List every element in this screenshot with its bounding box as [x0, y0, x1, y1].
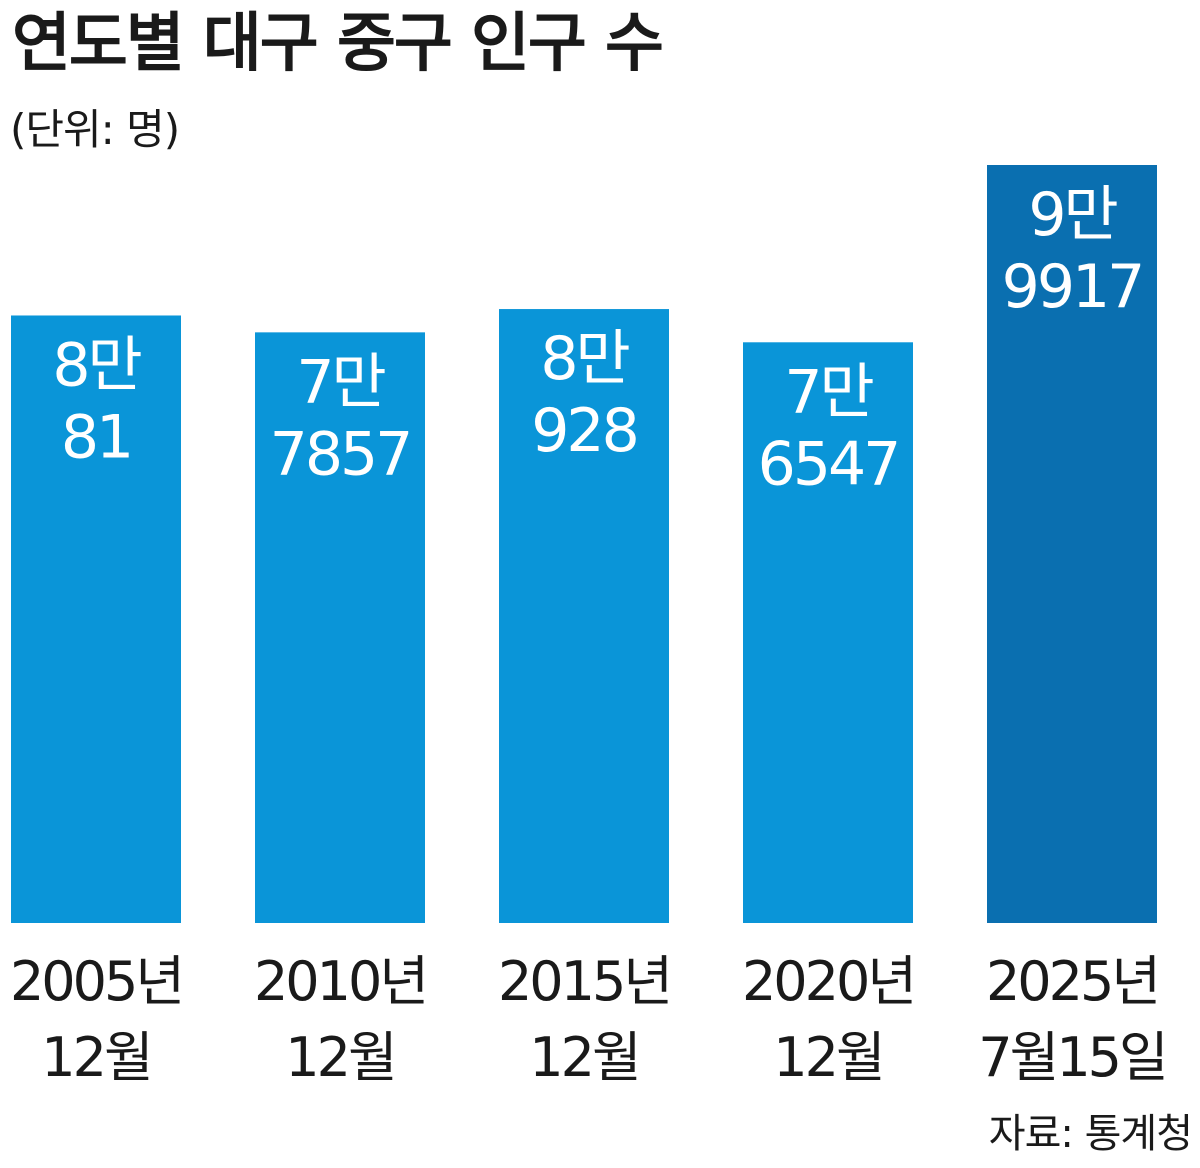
bar-4 — [987, 165, 1157, 923]
bar-3 — [743, 342, 913, 923]
chart-title: 연도별 대구 중구 인구 수 — [12, 7, 664, 81]
bar-2 — [499, 309, 669, 924]
category-label-1: 2010년 12월 — [254, 950, 426, 1089]
category-label-3: 2020년 12월 — [742, 950, 914, 1089]
source-note: 자료: 통계청 — [988, 1111, 1193, 1157]
category-label-0: 2005년 12월 — [10, 950, 182, 1089]
category-label-4: 2025년 7월15일 — [978, 950, 1165, 1089]
bar-1 — [255, 332, 425, 923]
bar-value-label-4: 9만 9917 — [1002, 180, 1143, 322]
bar-value-label-2: 8만 928 — [531, 324, 637, 466]
bar-0 — [11, 315, 181, 923]
bar-value-label-3: 7만 6547 — [758, 357, 899, 499]
bar-value-label-0: 8만 81 — [52, 330, 141, 472]
unit-label: (단위: 명) — [10, 105, 180, 154]
category-label-2: 2015년 12월 — [498, 950, 670, 1089]
bar-value-label-1: 7만 7857 — [270, 347, 411, 489]
